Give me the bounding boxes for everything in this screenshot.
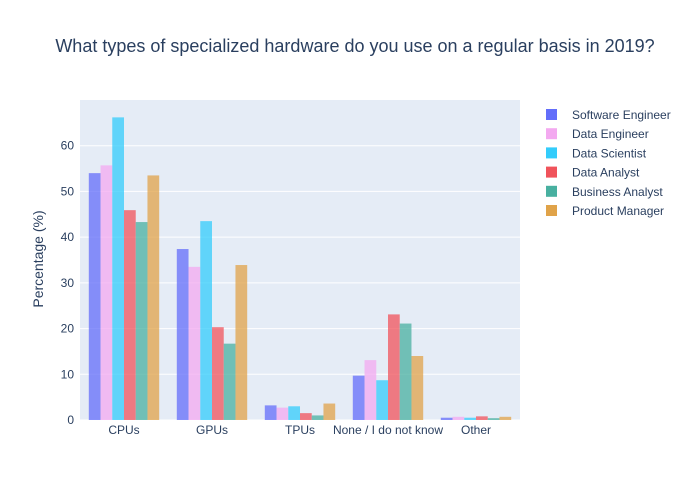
- x-tick-label: None / I do not know: [333, 423, 443, 437]
- x-tick-label: GPUs: [196, 423, 228, 437]
- bar: [300, 413, 312, 420]
- y-tick-label: 10: [61, 367, 75, 381]
- bar: [311, 415, 324, 420]
- x-tick-label: Other: [461, 423, 491, 437]
- bar: [223, 343, 236, 420]
- x-tick-labels: CPUs GPUs TPUs None / I do not know Other: [108, 423, 491, 437]
- legend-item-label: Data Engineer: [572, 127, 649, 141]
- bar: [124, 210, 136, 420]
- bar: [212, 327, 224, 420]
- bar: [411, 356, 424, 420]
- legend-swatch: [546, 166, 557, 178]
- bar: [276, 407, 289, 420]
- y-tick-label: 50: [61, 184, 75, 198]
- bar: [100, 165, 113, 420]
- chart-title: What types of specialized hardware do yo…: [55, 36, 654, 56]
- y-tick-label: 60: [61, 139, 75, 153]
- bar: [188, 266, 201, 420]
- bar: [440, 417, 453, 420]
- bar: [135, 222, 148, 420]
- legend-swatch: [546, 109, 557, 120]
- legend-swatch: [546, 147, 557, 159]
- bar: [487, 418, 500, 420]
- bar: [376, 380, 388, 420]
- bar: [323, 403, 336, 420]
- bar: [364, 360, 377, 420]
- legend-swatch: [546, 205, 557, 216]
- bar: [264, 405, 277, 420]
- bar: [464, 417, 476, 420]
- y-tick-labels: 0 10 20 30 40 50 60: [61, 139, 75, 427]
- legend-swatch: [546, 185, 557, 197]
- legend-item-label: Product Manager: [572, 204, 664, 218]
- bar: [452, 416, 465, 420]
- bar: [176, 249, 189, 420]
- legend: Software Engineer Data Engineer Data Scien…: [546, 108, 671, 218]
- bar: [88, 173, 101, 420]
- x-tick-label: CPUs: [108, 423, 139, 437]
- bar: [476, 416, 488, 420]
- bar: [112, 117, 124, 420]
- bar: [147, 175, 160, 420]
- x-tick-label: TPUs: [285, 423, 315, 437]
- bar: [399, 323, 412, 420]
- legend-item-label: Software Engineer: [572, 108, 671, 122]
- y-tick-label: 0: [67, 413, 74, 427]
- y-axis-title: Percentage (%): [30, 210, 46, 307]
- bars: [88, 117, 512, 420]
- y-tick-label: 30: [61, 276, 75, 290]
- bar: [388, 314, 400, 420]
- legend-swatch: [546, 128, 557, 140]
- y-tick-label: 20: [61, 322, 75, 336]
- y-tick-label: 40: [61, 230, 75, 244]
- bar: [288, 406, 300, 420]
- bar: [200, 221, 212, 420]
- bar: [499, 416, 512, 420]
- legend-item-label: Business Analyst: [572, 185, 663, 199]
- legend-item-label: Data Scientist: [572, 146, 647, 160]
- bar: [235, 265, 248, 420]
- legend-item-label: Data Analyst: [572, 166, 640, 180]
- bar: [352, 375, 365, 420]
